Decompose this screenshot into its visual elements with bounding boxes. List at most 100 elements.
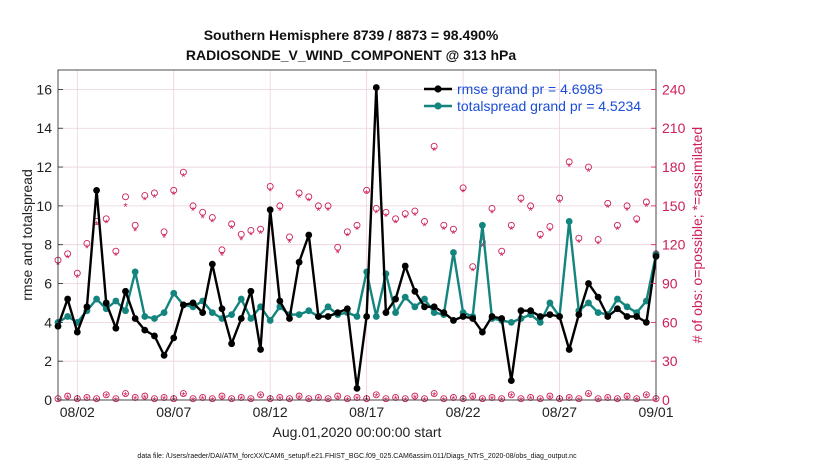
obs_possible-marker (189, 202, 197, 210)
y-axis-right: 0 30 60 90 120 150 180 210 240 (651, 81, 686, 408)
obs_possible-marker (642, 198, 650, 206)
rmse-point (392, 295, 399, 303)
obs_possible_low-marker (517, 395, 525, 403)
obs_assimilated-marker: * (596, 239, 601, 251)
y-right-tick-label: 0 (662, 392, 670, 408)
obs_assimilated_low-marker: * (287, 396, 292, 408)
obs_possible-marker (218, 246, 226, 254)
x-tick-label: 08/02 (60, 404, 95, 420)
obs_assimilated_low-marker: * (345, 396, 350, 408)
obs_assimilated-marker: * (220, 251, 225, 263)
obs_possible-marker (575, 234, 583, 242)
obs_possible-marker (266, 183, 274, 190)
obs_assimilated-marker: * (114, 251, 119, 263)
obs_possible_low-marker (276, 393, 284, 401)
obs_possible_low-marker (488, 393, 496, 401)
obs_possible_low-marker (247, 395, 255, 403)
rmse-point (488, 313, 496, 320)
obs_possible_low-marker (469, 392, 477, 400)
obs_assimilated-marker: * (548, 226, 553, 238)
obs_possible_low-marker (257, 391, 264, 399)
rmse-point (237, 315, 245, 322)
y-left-tick-label: 16 (36, 81, 52, 97)
totalspread-point (623, 303, 631, 311)
obs_possible_low-marker (237, 393, 245, 401)
obs_assimilated-marker: * (162, 232, 167, 244)
legend-spread-label: totalspread grand pr = 4.5234 (457, 98, 641, 114)
rmse-point (411, 287, 419, 295)
totalspread-point (594, 309, 602, 317)
obs_assimilated-marker: * (374, 208, 379, 220)
obs_assimilated-marker: * (461, 187, 466, 199)
totalspread-point (122, 307, 129, 315)
obs_possible-marker (469, 263, 477, 271)
obs_possible-marker (536, 230, 544, 238)
obs_assimilated_low-marker: * (152, 396, 157, 408)
rmse-point (324, 313, 332, 320)
rmse-point (305, 231, 313, 239)
obs_possible-marker (102, 215, 110, 223)
legend-rmse-marker (434, 85, 442, 93)
obs_assimilated_low-marker: * (56, 396, 61, 408)
data-file-footer: data file: /Users/raeder/DAI/ATM_forcXX/… (137, 453, 577, 460)
totalspread-point (430, 309, 438, 317)
rmse-point (179, 301, 187, 309)
obs_assimilated-marker: * (635, 218, 640, 230)
obs_assimilated_low-marker: * (625, 393, 630, 405)
rmse-point (536, 313, 544, 320)
obs_possible_low-marker (189, 395, 197, 403)
obs_assimilated_low-marker: * (268, 396, 273, 408)
rmse-point (498, 315, 506, 322)
y-left-tick-label: 4 (44, 314, 52, 330)
obs_possible_low-marker (546, 392, 554, 400)
obs_assimilated-marker: * (268, 186, 273, 198)
totalspread-point (228, 311, 236, 318)
x-tick-label: 08/17 (349, 404, 384, 420)
obs_possible-marker (478, 238, 486, 246)
rmse-point (276, 297, 284, 305)
rmse-point (421, 303, 428, 311)
obs_possible-marker (247, 227, 255, 234)
totalspread-point (585, 299, 592, 307)
totalspread-point (170, 289, 178, 297)
totalspread-point (614, 295, 621, 303)
y-right-tick-label: 90 (662, 276, 678, 292)
obs_possible-marker (314, 202, 322, 210)
obs_assimilated-marker: * (384, 212, 389, 224)
totalspread-point (266, 317, 274, 324)
obs_possible_low-marker (421, 395, 428, 403)
obs_possible-marker (141, 192, 149, 199)
obs_assimilated_low-marker: * (461, 396, 466, 408)
rmse-point (131, 315, 139, 322)
obs_assimilated_low-marker: * (374, 392, 379, 404)
obs_possible_low-marker (228, 395, 236, 403)
obs_possible-marker (160, 228, 168, 236)
obs_assimilated_low-marker: * (181, 390, 186, 402)
obs_assimilated_low-marker: * (258, 392, 263, 404)
obs_possible_low-marker (160, 393, 168, 401)
totalspread-point (536, 318, 544, 326)
obs_assimilated_low-marker: * (75, 396, 80, 408)
obs_assimilated_low-marker: * (548, 393, 553, 405)
obs_assimilated-marker: * (586, 166, 591, 178)
obs_assimilated-marker: * (567, 161, 572, 173)
obs_possible_low-marker (613, 395, 621, 403)
totalspread-point (507, 318, 515, 326)
rmse-point (247, 287, 255, 295)
legend-rmse-label: rmse grand pr = 4.6985 (457, 81, 603, 97)
totalspread-point (160, 309, 168, 317)
y-left-tick-label: 14 (36, 120, 52, 136)
x-tick-label: 08/22 (446, 404, 481, 420)
totalspread-point (131, 268, 139, 276)
rmse-point (450, 317, 457, 324)
obs_possible-marker (112, 247, 120, 255)
rmse-point (266, 206, 274, 214)
obs_assimilated-marker: * (538, 234, 543, 246)
obs_possible_low-marker (295, 392, 303, 400)
rmse-point (459, 313, 467, 320)
rmse-point (642, 318, 650, 326)
obs_possible_low-marker (93, 395, 101, 403)
rmse-point (112, 324, 120, 332)
x-tick-label: 08/07 (156, 404, 191, 420)
obs_possible_low-marker (411, 392, 419, 400)
